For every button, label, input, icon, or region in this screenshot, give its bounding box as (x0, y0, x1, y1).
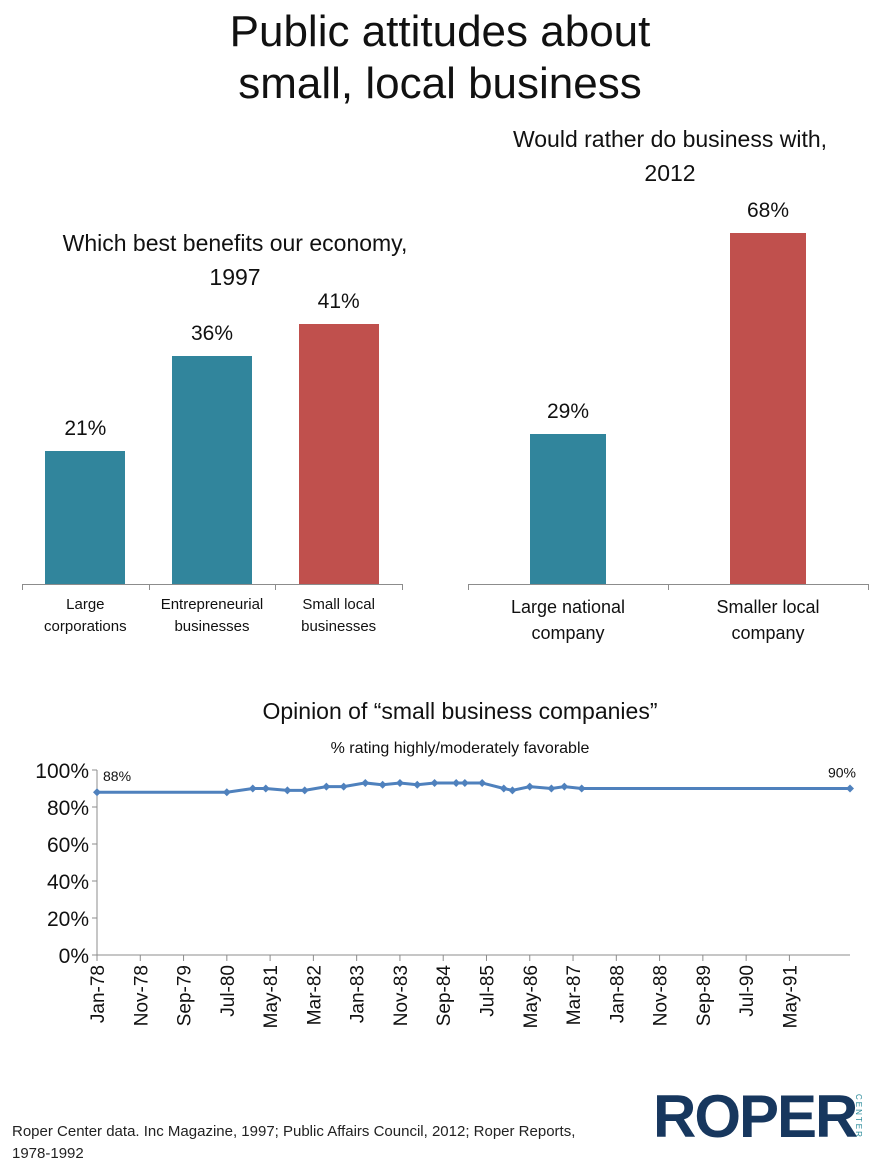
chart2-plot: 29% Large national company 68% Smaller local… (468, 199, 869, 660)
y-tick-label: 40% (47, 871, 89, 894)
y-tick-label: 0% (59, 945, 89, 968)
x-tick-label: May-91 (780, 965, 801, 1028)
x-axis-tick (468, 584, 469, 590)
x-axis-tick (868, 584, 869, 590)
data-point (248, 784, 257, 793)
x-tick-label: Mar-87 (564, 965, 585, 1025)
x-tick-label: Jan-78 (88, 965, 109, 1023)
x-tick-label: Nov-78 (131, 965, 152, 1026)
source-note: Roper Center data. Inc Magazine, 1997; P… (12, 1123, 576, 1162)
x-tick-label: Sep-89 (694, 965, 715, 1026)
bar-value-label: 41% (317, 290, 360, 313)
x-tick-label: Jul-90 (737, 965, 758, 1017)
data-point (508, 786, 517, 795)
data-point (300, 786, 309, 795)
category-label-line: corporations (44, 618, 127, 635)
category-label: Large national company (468, 594, 668, 646)
bar (530, 434, 606, 584)
chart1-title-line1: Which best benefits our economy, (62, 230, 408, 256)
data-point (361, 778, 370, 787)
category-label-line: Entrepreneurial (160, 596, 264, 613)
x-tick-label: Sep-79 (175, 965, 196, 1026)
data-point (525, 782, 534, 791)
data-label: 88% (103, 768, 131, 784)
y-tick-label: 60% (47, 834, 89, 857)
data-point (547, 784, 556, 793)
x-tick-label: Jul-85 (477, 965, 498, 1017)
x-axis-tick (275, 584, 277, 590)
bar-value-label: 68% (746, 199, 790, 222)
data-point (339, 782, 348, 791)
data-point (322, 782, 331, 791)
data-point (93, 788, 101, 797)
y-tick-label: 100% (35, 760, 89, 783)
bar (172, 355, 252, 584)
x-axis-tick (148, 584, 150, 590)
category-label: Small local businesses (275, 594, 402, 638)
data-point (846, 784, 854, 793)
x-tick-label: May-86 (521, 965, 542, 1028)
chart2-title-line2: 2012 (644, 160, 696, 186)
data-point (413, 780, 422, 789)
category-label: Large corporations (22, 594, 149, 638)
x-tick-label: Jan-83 (348, 965, 369, 1023)
x-tick-label: May-81 (261, 965, 282, 1028)
bar-value-label: 36% (190, 321, 234, 345)
data-point (430, 778, 439, 787)
bar (730, 233, 806, 584)
main-title-line2: small, local business (238, 59, 642, 108)
chart1-title: Which best benefits our economy, 1997 (0, 226, 470, 294)
data-point (452, 778, 461, 787)
chart3-plot: 0% 20% 40% 60% 80% 100% Jan-78 Nov-78 Sep-79 Jul-… (35, 760, 856, 1028)
category-label: Entrepreneurial businesses (149, 594, 276, 638)
y-tick-label: 20% (47, 908, 89, 931)
chart2-title: Would rather do business with, 2012 (470, 122, 870, 190)
x-axis-tick (22, 584, 23, 590)
category-label: Smaller local company (668, 594, 868, 646)
category-label-line: company (731, 623, 805, 643)
data-point (478, 778, 487, 787)
chart1-plot: 21% Large corporations 36% Entrepreneurial bu… (22, 290, 403, 660)
bar (298, 324, 379, 584)
x-axis-tick (402, 584, 403, 590)
data-label: 90% (828, 765, 856, 781)
data-point (261, 784, 270, 793)
category-label-line: Small local (302, 596, 375, 613)
x-axis-tick (668, 584, 669, 590)
bar (45, 450, 126, 584)
category-label-line: Smaller local (716, 597, 820, 617)
category-label-line: businesses (174, 618, 250, 635)
category-label-line: company (531, 623, 605, 643)
chart1-title-line2: 1997 (209, 264, 261, 290)
data-point (283, 786, 292, 795)
x-tick-label: Mar-82 (304, 965, 325, 1025)
roper-logo-sub: CENTER (854, 1094, 863, 1139)
chart3-subtitle: % rating highly/moderately favorable (330, 740, 590, 757)
x-tick-label: Sep-84 (434, 965, 455, 1027)
data-point (460, 778, 469, 787)
bar-value-label: 29% (546, 400, 590, 424)
category-label-line: businesses (301, 618, 377, 635)
main-title: Public attitudes about small, local busi… (0, 6, 880, 110)
x-axis-line (22, 584, 402, 585)
bar-value-label: 21% (64, 416, 107, 440)
roper-logo: ROPER (653, 1083, 858, 1150)
category-label-line: Large national (510, 597, 626, 617)
main-title-line1: Public attitudes about (229, 7, 651, 56)
x-tick-label: Jan-88 (607, 965, 628, 1023)
y-tick-label: 80% (47, 797, 89, 820)
data-point (499, 784, 508, 793)
data-point (395, 778, 404, 787)
x-tick-label: Nov-88 (651, 965, 672, 1026)
chart3-title: Opinion of “small business companies” (262, 698, 658, 724)
x-tick-label: Nov-83 (391, 965, 412, 1026)
x-tick-label: Jul-80 (218, 965, 239, 1017)
chart2-title-line1: Would rather do business with, (512, 126, 828, 152)
data-point (560, 782, 569, 791)
series-line (97, 781, 850, 794)
data-point (378, 780, 387, 789)
category-label-line: Large (66, 596, 105, 613)
data-point (577, 784, 586, 793)
data-point (222, 788, 231, 797)
